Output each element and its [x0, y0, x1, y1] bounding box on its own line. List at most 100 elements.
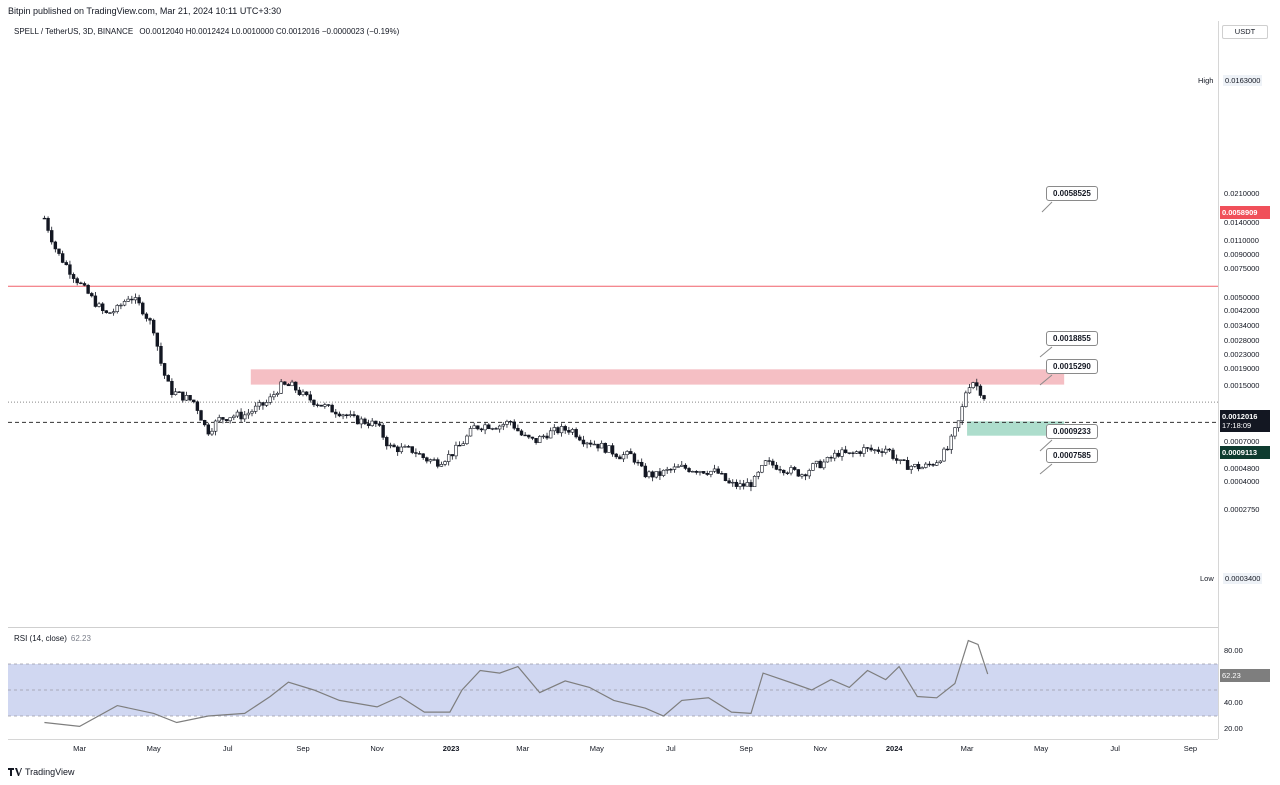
candle-up [290, 381, 294, 387]
candle-down [64, 262, 68, 266]
time-tick: May [589, 744, 604, 753]
candle-up [647, 471, 651, 478]
price-tick: 0.0075000 [1224, 263, 1260, 273]
candle-down [151, 319, 156, 334]
ohlc-close: C0.0012016 [276, 27, 320, 36]
candle-down [887, 448, 892, 451]
callout-0.0015290[interactable]: 0.0015290 [1046, 359, 1098, 374]
candle-down [978, 385, 983, 396]
candle-up [935, 462, 939, 466]
demand-zone[interactable] [967, 421, 1065, 436]
candle-up [465, 435, 469, 445]
candle-down [406, 446, 411, 448]
candle-up [210, 430, 214, 435]
rsi-tick: 80.00 [1224, 646, 1243, 655]
candle-down [687, 468, 691, 473]
candle-down [374, 420, 378, 425]
candle-down [144, 313, 149, 319]
symbol-name[interactable]: SPELL / TetherUS, 3D, BINANCE [14, 27, 134, 36]
candle-down [60, 253, 65, 263]
candle-down [578, 436, 582, 441]
callout-0.0018855[interactable]: 0.0018855 [1046, 331, 1098, 346]
candle-down [716, 468, 720, 474]
candle-up [399, 446, 404, 453]
candle-up [428, 459, 433, 462]
candle-up [967, 387, 972, 394]
price-tick: 0.0042000 [1224, 305, 1260, 315]
callout-0.0009233[interactable]: 0.0009233 [1046, 424, 1098, 439]
price-axis[interactable] [1218, 21, 1280, 739]
candle-up [814, 460, 819, 464]
price-tick: 0.0004800 [1224, 464, 1260, 474]
currency-unit-button[interactable]: USDT [1222, 25, 1268, 39]
callout-0.0058525[interactable]: 0.0058525 [1046, 186, 1098, 201]
time-tick: Sep [1183, 744, 1198, 753]
time-tick: Nov [813, 744, 827, 753]
pane-separator[interactable] [8, 627, 1218, 628]
candle-down [512, 421, 516, 429]
candle-up [439, 464, 444, 467]
candle-up [607, 445, 611, 453]
candle-up [126, 298, 130, 302]
candle-up [184, 395, 189, 401]
candle-down [694, 471, 699, 473]
candle-up [789, 467, 793, 474]
rsi-legend[interactable]: RSI (14, close) 62.23 [14, 634, 91, 643]
candle-down [315, 404, 320, 406]
candle-down [312, 399, 316, 406]
candle-down [457, 444, 462, 447]
time-tick: Mar [516, 744, 530, 753]
candle-up [443, 461, 447, 465]
candle-down [902, 459, 906, 461]
candle-down [79, 282, 83, 284]
candle-up [501, 424, 506, 427]
candle-down [610, 445, 615, 455]
ohlc-change: −0.0000023 (−0.19%) [321, 27, 400, 36]
high-value: 0.0163000 [1223, 75, 1263, 86]
candle-down [669, 468, 673, 471]
time-axis[interactable] [8, 739, 1218, 761]
callout-0.0007585[interactable]: 0.0007585 [1046, 448, 1098, 463]
candle-down [395, 446, 400, 453]
candle-down [188, 395, 192, 401]
candle-down [46, 217, 50, 231]
candle-up [111, 311, 116, 314]
candle-up [942, 448, 946, 462]
rsi-name: RSI (14, close) [14, 634, 67, 643]
candle-down [141, 302, 145, 315]
time-tick: May [146, 744, 161, 753]
candle-up [275, 392, 280, 395]
candle-up [924, 463, 928, 468]
candle-up [731, 481, 735, 484]
candle-up [854, 451, 859, 454]
time-tick: Sep [739, 744, 753, 753]
candle-down [162, 363, 167, 376]
candle-down [945, 448, 950, 451]
candle-down [436, 459, 440, 467]
candle-down [741, 483, 746, 487]
candle-down [68, 264, 72, 275]
candle-down [567, 430, 571, 433]
candle-down [683, 464, 688, 469]
tradingview-logo[interactable]: TradingView [8, 767, 75, 777]
candle-up [253, 405, 258, 412]
candle-up [217, 417, 221, 422]
candle-down [224, 419, 229, 422]
supply-zone[interactable] [250, 369, 1065, 385]
candle-down [843, 449, 848, 454]
callout-leader [1039, 439, 1053, 452]
rsi-line[interactable] [44, 639, 989, 728]
candle-down [86, 284, 90, 294]
candle-down [148, 318, 152, 321]
candle-down [782, 469, 786, 474]
candle-down [803, 474, 808, 477]
candle-up [592, 443, 597, 446]
price-tick: 0.0023000 [1224, 349, 1260, 359]
candle-down [195, 401, 200, 411]
candle-up [548, 430, 553, 439]
ohlc-open: O0.0012040 [139, 27, 184, 36]
price-tick: 0.0019000 [1224, 363, 1260, 373]
candle-down [927, 463, 932, 466]
candle-up [690, 471, 695, 473]
